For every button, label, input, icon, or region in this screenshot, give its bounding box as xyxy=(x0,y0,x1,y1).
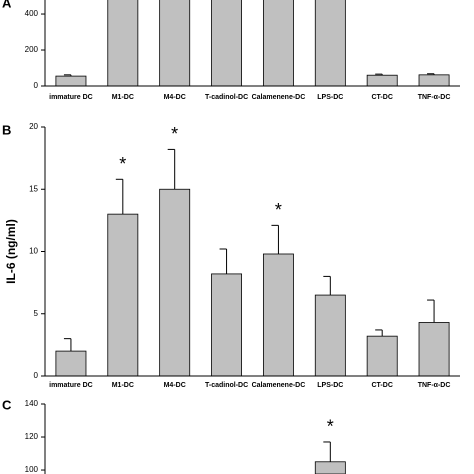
bar xyxy=(366,335,398,376)
x-tick-label: M1-DC xyxy=(112,382,134,389)
y-tick-label: 5 xyxy=(34,309,39,318)
x-tick-label: M1-DC xyxy=(112,94,134,101)
x-tick-label: TNF-α-DC xyxy=(418,94,451,101)
bar xyxy=(55,350,87,376)
y-tick-label: 20 xyxy=(29,122,38,131)
y-tick-label: 100 xyxy=(25,465,39,474)
x-tick-label: LPS-DC xyxy=(317,94,343,101)
panel-label: A xyxy=(2,0,12,10)
panel xyxy=(55,148,450,376)
bar xyxy=(55,75,87,86)
bar xyxy=(314,461,346,474)
bar xyxy=(262,0,294,86)
bar xyxy=(314,294,346,376)
significance-mark: * xyxy=(327,417,334,437)
bar xyxy=(262,253,294,376)
bar xyxy=(107,213,139,376)
panel-label: B xyxy=(2,122,11,137)
x-tick-label: CT-DC xyxy=(371,94,392,101)
bar xyxy=(418,74,450,86)
bar xyxy=(107,0,139,86)
x-tick-label: T-cadinol-DC xyxy=(205,382,248,389)
y-tick-label: 10 xyxy=(29,247,38,256)
panel-label: C xyxy=(2,397,12,412)
y-tick-label: 0 xyxy=(34,81,39,90)
bar xyxy=(159,0,191,86)
significance-mark: * xyxy=(171,124,178,144)
x-tick-label: CT-DC xyxy=(371,382,392,389)
significance-mark: * xyxy=(275,200,282,220)
bar xyxy=(211,273,243,376)
bar xyxy=(418,322,450,376)
significance-mark: * xyxy=(119,154,126,174)
y-tick-label: 140 xyxy=(25,399,39,408)
x-tick-label: Calamenene-DC xyxy=(252,94,306,101)
bar xyxy=(314,0,346,86)
x-tick-label: Calamenene-DC xyxy=(252,382,306,389)
x-tick-label: LPS-DC xyxy=(317,382,343,389)
y-tick-label: 200 xyxy=(25,45,39,54)
panel xyxy=(55,0,450,86)
y-tick-label: 0 xyxy=(34,371,39,380)
x-tick-label: TNF-α-DC xyxy=(418,382,451,389)
y-tick-label: 120 xyxy=(25,432,39,441)
x-tick-label: immature DC xyxy=(49,382,93,389)
x-tick-label: T-cadinol-DC xyxy=(205,94,248,101)
panel xyxy=(314,441,346,474)
y-tick-label: 15 xyxy=(29,184,38,193)
x-tick-label: M4-DC xyxy=(164,94,186,101)
bar xyxy=(211,0,243,86)
y-axis-label: IL-6 (ng/ml) xyxy=(4,219,18,284)
x-tick-label: M4-DC xyxy=(164,382,186,389)
bar xyxy=(366,74,398,86)
bar xyxy=(159,188,191,376)
x-tick-label: immature DC xyxy=(49,94,93,101)
y-tick-label: 400 xyxy=(25,9,39,18)
